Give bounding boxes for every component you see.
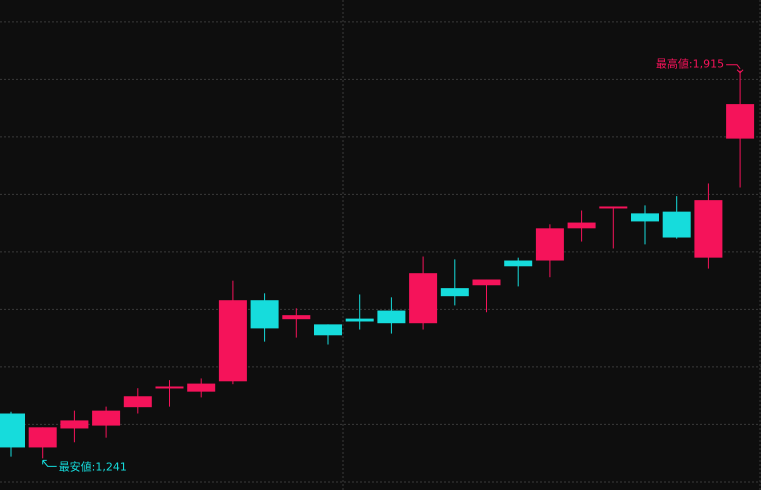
candle-body	[155, 386, 184, 389]
candle-body	[726, 104, 755, 139]
candle-body	[409, 273, 438, 324]
annotation-text: 最高値:1,915	[656, 57, 724, 71]
candle-body	[123, 396, 152, 408]
annotations: 最高値:1,915 最安値:1,241	[42, 57, 744, 473]
candle-body	[250, 300, 279, 329]
candle-body	[631, 213, 659, 222]
candles	[0, 70, 755, 459]
candle-body	[345, 318, 374, 322]
candle-body	[187, 383, 216, 392]
candle-body	[218, 300, 247, 382]
candle-body	[440, 288, 469, 297]
candle-body	[694, 200, 723, 258]
annotation-text: 最安値:1,241	[59, 459, 127, 473]
candle-body	[28, 427, 57, 448]
candle-body	[377, 310, 406, 324]
candle-body	[567, 222, 596, 229]
annotation-arrow	[726, 64, 744, 74]
candle-body	[92, 410, 121, 426]
candle-body	[662, 211, 691, 238]
candle-body	[60, 420, 89, 429]
candle-body	[314, 324, 342, 336]
candle-body	[0, 413, 25, 448]
candle-body	[599, 206, 628, 209]
candle-body	[535, 228, 564, 261]
annotation-arrow	[42, 459, 57, 467]
candle-body	[504, 260, 533, 267]
candle-body	[282, 315, 311, 320]
grid	[0, 21, 761, 483]
candle-body	[472, 279, 501, 286]
